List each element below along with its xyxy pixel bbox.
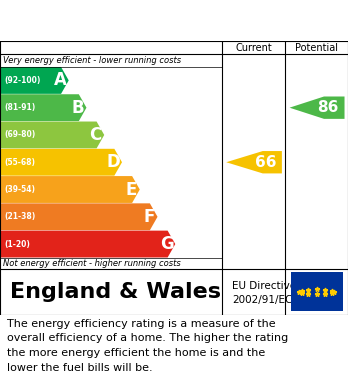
Polygon shape [226,151,282,174]
Polygon shape [1,67,69,94]
Text: The energy efficiency rating is a measure of the
overall efficiency of a home. T: The energy efficiency rating is a measur… [7,319,288,373]
Text: 66: 66 [255,155,277,170]
Text: Energy Efficiency Rating: Energy Efficiency Rating [10,11,239,30]
Polygon shape [1,94,86,121]
Text: (55-68): (55-68) [4,158,35,167]
Text: (1-20): (1-20) [4,240,30,249]
Text: G: G [160,235,173,253]
Text: England & Wales: England & Wales [10,282,221,302]
FancyBboxPatch shape [291,272,343,311]
Text: 2002/91/EC: 2002/91/EC [232,294,293,305]
Text: Potential: Potential [295,43,338,53]
Text: F: F [143,208,155,226]
Text: EU Directive: EU Directive [232,281,296,291]
Text: (69-80): (69-80) [4,131,35,140]
Text: D: D [106,153,120,171]
Text: B: B [71,99,84,117]
Text: Current: Current [235,43,272,53]
Text: (92-100): (92-100) [4,76,41,85]
Polygon shape [1,231,175,258]
Text: A: A [54,72,66,90]
Polygon shape [1,176,140,203]
Polygon shape [1,203,158,230]
Text: (39-54): (39-54) [4,185,35,194]
Text: 86: 86 [317,100,338,115]
Text: C: C [89,126,102,144]
Text: Very energy efficient - lower running costs: Very energy efficient - lower running co… [3,56,182,65]
Text: E: E [125,181,137,199]
Polygon shape [290,97,345,119]
Polygon shape [1,122,104,149]
Text: Not energy efficient - higher running costs: Not energy efficient - higher running co… [3,259,181,268]
Text: (81-91): (81-91) [4,103,35,112]
Polygon shape [1,149,122,176]
Text: (21-38): (21-38) [4,212,35,221]
